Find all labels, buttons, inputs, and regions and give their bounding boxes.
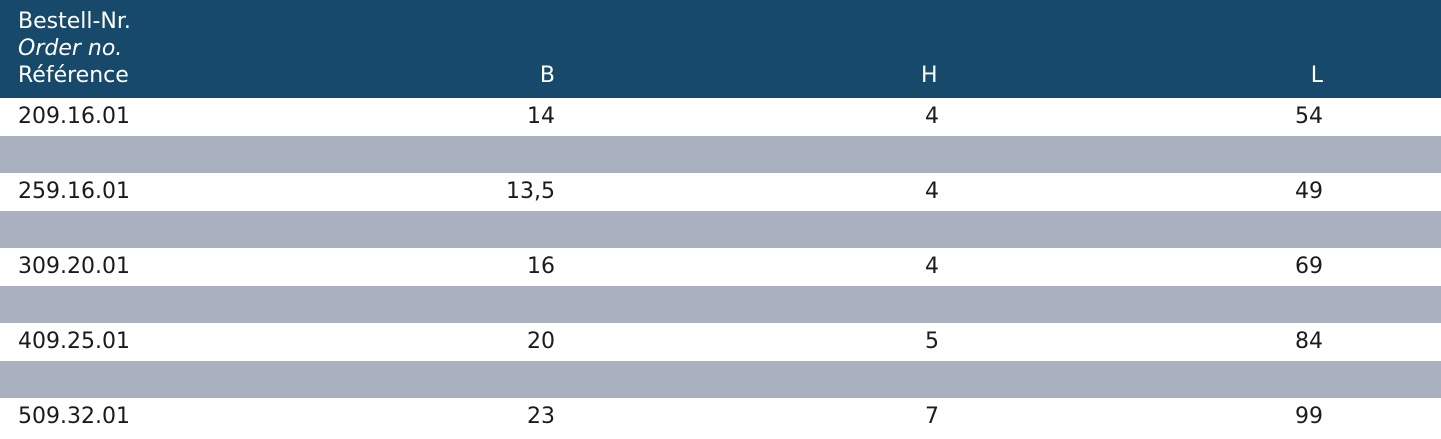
table-row: 409.25.01 20 5 84: [0, 323, 1441, 361]
order-number-cell: 209.16.01: [18, 103, 130, 129]
header-label-fr: Référence: [18, 63, 129, 88]
b-cell: 16: [527, 253, 555, 279]
stripe-row: [0, 285, 1441, 323]
stripe-row: [0, 210, 1441, 248]
column-header-h: H: [921, 63, 938, 88]
column-header-b: B: [539, 63, 555, 88]
header-label-de: Bestell-Nr.: [18, 9, 131, 34]
table-row: 259.16.01 13,5 4 49: [0, 173, 1441, 211]
h-cell: 7: [925, 403, 939, 429]
b-cell: 14: [527, 103, 555, 129]
order-number-cell: 309.20.01: [18, 253, 130, 279]
order-number-cell: 409.25.01: [18, 328, 130, 354]
table-row: 209.16.01 14 4 54: [0, 98, 1441, 136]
table-header: Bestell-Nr. Order no. Référence B H L: [0, 0, 1441, 98]
stripe-row: [0, 360, 1441, 398]
l-cell: 69: [1295, 253, 1323, 279]
b-cell: 23: [527, 403, 555, 429]
h-cell: 5: [925, 328, 939, 354]
header-label-en: Order no.: [18, 36, 123, 61]
h-cell: 4: [925, 178, 939, 204]
h-cell: 4: [925, 253, 939, 279]
l-cell: 99: [1295, 403, 1323, 429]
l-cell: 49: [1295, 178, 1323, 204]
order-number-cell: 259.16.01: [18, 178, 130, 204]
h-cell: 4: [925, 103, 939, 129]
table-row: 509.32.01 23 7 99: [0, 398, 1441, 436]
stripe-row: [0, 135, 1441, 173]
b-cell: 13,5: [506, 178, 555, 204]
l-cell: 84: [1295, 328, 1323, 354]
l-cell: 54: [1295, 103, 1323, 129]
order-number-header: Bestell-Nr. Order no. Référence: [18, 8, 131, 89]
table-row: 309.20.01 16 4 69: [0, 248, 1441, 286]
column-header-l: L: [1310, 63, 1323, 88]
b-cell: 20: [527, 328, 555, 354]
order-number-cell: 509.32.01: [18, 403, 130, 429]
